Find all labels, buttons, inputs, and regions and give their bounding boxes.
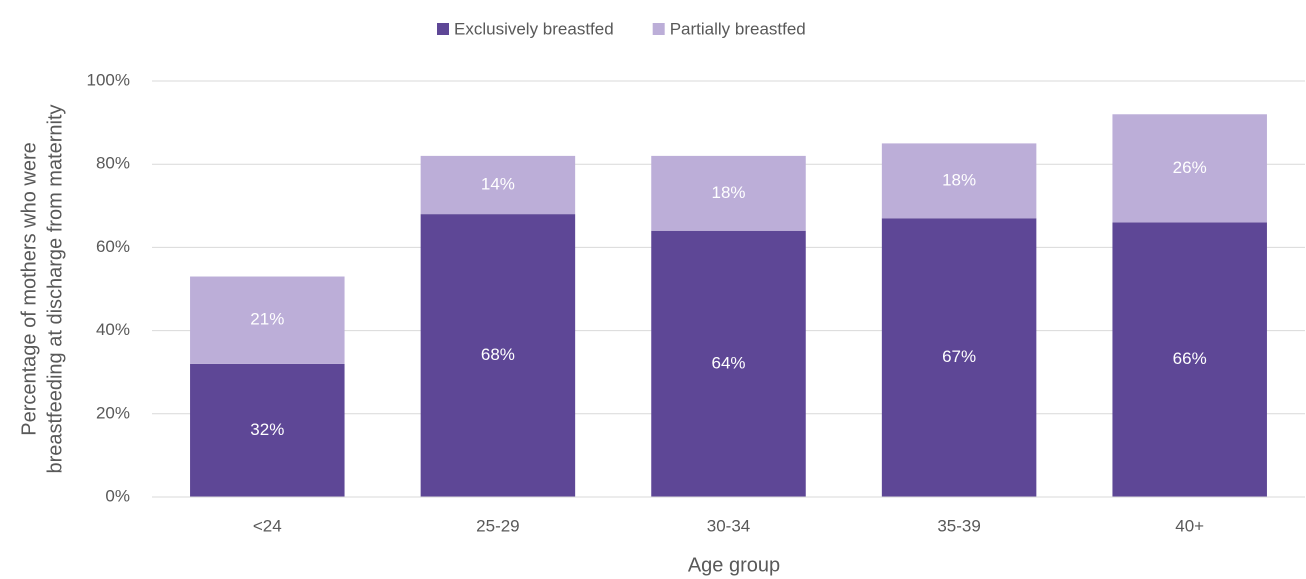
y-tick-label: 20% xyxy=(96,403,130,422)
data-label: 32% xyxy=(250,420,284,439)
y-axis-title: breastfeeding at discharge from maternit… xyxy=(44,104,66,473)
data-label: 64% xyxy=(711,353,745,372)
bar-segment xyxy=(881,218,1037,497)
bar-segment xyxy=(1112,114,1267,223)
data-label: 66% xyxy=(1173,349,1207,368)
legend-label: Partially breastfed xyxy=(670,19,806,38)
bar-segment xyxy=(190,363,345,497)
data-label: 14% xyxy=(481,174,515,193)
y-tick-label: 40% xyxy=(96,320,130,339)
legend-swatch xyxy=(652,23,665,35)
data-label: 18% xyxy=(942,170,976,189)
bar-segment xyxy=(190,276,345,364)
bar-segment xyxy=(1112,222,1267,497)
data-label: 26% xyxy=(1173,158,1207,177)
legend-swatch xyxy=(437,23,449,35)
bar-segment xyxy=(651,230,806,497)
bar-segment xyxy=(420,155,576,215)
y-tick-label: 80% xyxy=(96,154,130,173)
x-tick-label: 35-39 xyxy=(937,516,980,535)
y-axis-title: Percentage of mothers who were xyxy=(18,142,40,436)
x-tick-label: 30-34 xyxy=(707,516,750,535)
x-axis-title: Age group xyxy=(688,554,780,576)
data-label: 67% xyxy=(942,347,976,366)
y-tick-label: 100% xyxy=(87,70,130,89)
y-tick-label: 0% xyxy=(105,486,130,505)
data-label: 68% xyxy=(481,345,515,364)
x-tick-label: <24 xyxy=(253,516,282,535)
y-tick-label: 60% xyxy=(96,237,130,256)
bar-segment xyxy=(420,214,576,497)
data-label: 18% xyxy=(711,183,745,202)
x-tick-label: 40+ xyxy=(1175,516,1204,535)
bar-segment xyxy=(881,143,1037,219)
legend-label: Exclusively breastfed xyxy=(454,19,614,38)
x-tick-label: 25-29 xyxy=(476,516,519,535)
data-label: 21% xyxy=(250,310,284,329)
bar-segment xyxy=(651,155,806,231)
